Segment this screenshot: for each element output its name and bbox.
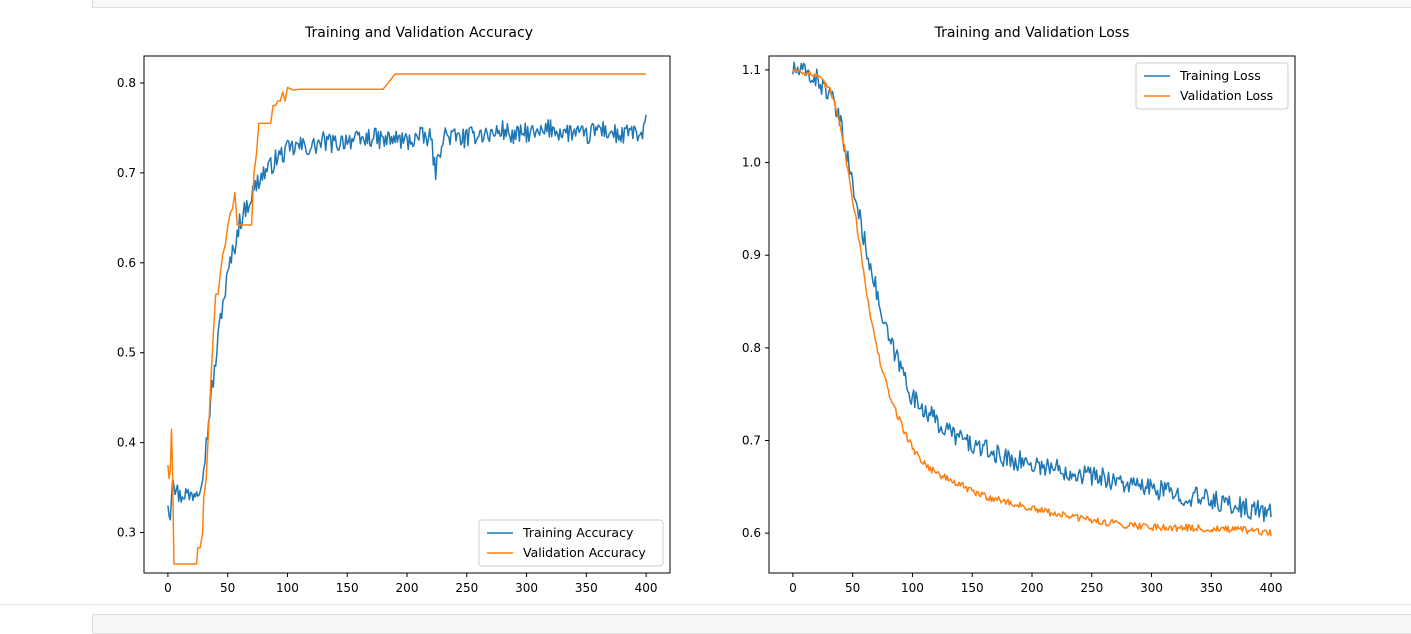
cell-divider — [0, 604, 1411, 605]
legend: Training Loss Validation Loss — [1135, 62, 1289, 110]
loss-chart: Training and Validation Loss 0 50 100 150 20… — [742, 25, 1296, 595]
series-line-1 — [167, 114, 647, 521]
x-tick-label: 50 — [845, 581, 860, 595]
y-tick-label: 0.9 — [742, 248, 761, 262]
x-tick-label: 0 — [164, 581, 172, 595]
x-tick-label: 50 — [220, 581, 235, 595]
series-line-1 — [792, 61, 1272, 523]
y-tick-label: 0.7 — [117, 166, 136, 180]
x-tick-label: 100 — [901, 581, 924, 595]
legend-label: Validation Loss — [1180, 88, 1273, 103]
y-tick-label: 0.5 — [117, 346, 136, 360]
x-tick-label: 400 — [635, 581, 658, 595]
x-tick-label: 350 — [1200, 581, 1223, 595]
y-tick-label: 0.4 — [117, 436, 136, 450]
x-tick-label: 200 — [1021, 581, 1044, 595]
x-tick-label: 250 — [455, 581, 478, 595]
x-tick-label: 150 — [961, 581, 984, 595]
legend-label: Training Accuracy — [522, 525, 634, 540]
legend-label: Training Loss — [1179, 68, 1261, 83]
y-tick-label: 0.8 — [117, 76, 136, 90]
series-line-2 — [792, 68, 1272, 537]
y-tick-label: 0.6 — [742, 526, 761, 540]
x-tick-label: 400 — [1260, 581, 1283, 595]
y-tick-label: 0.8 — [742, 341, 761, 355]
y-tick-label: 0.3 — [117, 526, 136, 540]
legend-box — [478, 519, 664, 567]
legend: Training Accuracy Validation Accuracy — [478, 519, 664, 567]
x-tick-label: 100 — [276, 581, 299, 595]
x-tick-label: 300 — [515, 581, 538, 595]
y-tick-label: 0.7 — [742, 434, 761, 448]
legend-label: Validation Accuracy — [523, 545, 646, 560]
y-tick-label: 1.1 — [742, 63, 761, 77]
notebook-cell-top — [92, 0, 1411, 8]
x-tick-label: 0 — [789, 581, 797, 595]
accuracy-chart: Training and Validation Accuracy 0 50 100 1… — [117, 25, 671, 595]
notebook-cell-next[interactable] — [92, 614, 1411, 634]
chart-title: Training and Validation Accuracy — [304, 25, 533, 41]
x-tick-label: 300 — [1140, 581, 1163, 595]
series-line-2 — [167, 73, 647, 565]
x-tick-label: 250 — [1080, 581, 1103, 595]
y-tick-label: 0.6 — [117, 256, 136, 270]
legend-box — [1135, 62, 1289, 110]
x-tick-label: 200 — [396, 581, 419, 595]
chart-title: Training and Validation Loss — [934, 25, 1130, 41]
y-tick-label: 1.0 — [742, 156, 761, 170]
x-tick-label: 350 — [575, 581, 598, 595]
x-tick-label: 150 — [336, 581, 359, 595]
